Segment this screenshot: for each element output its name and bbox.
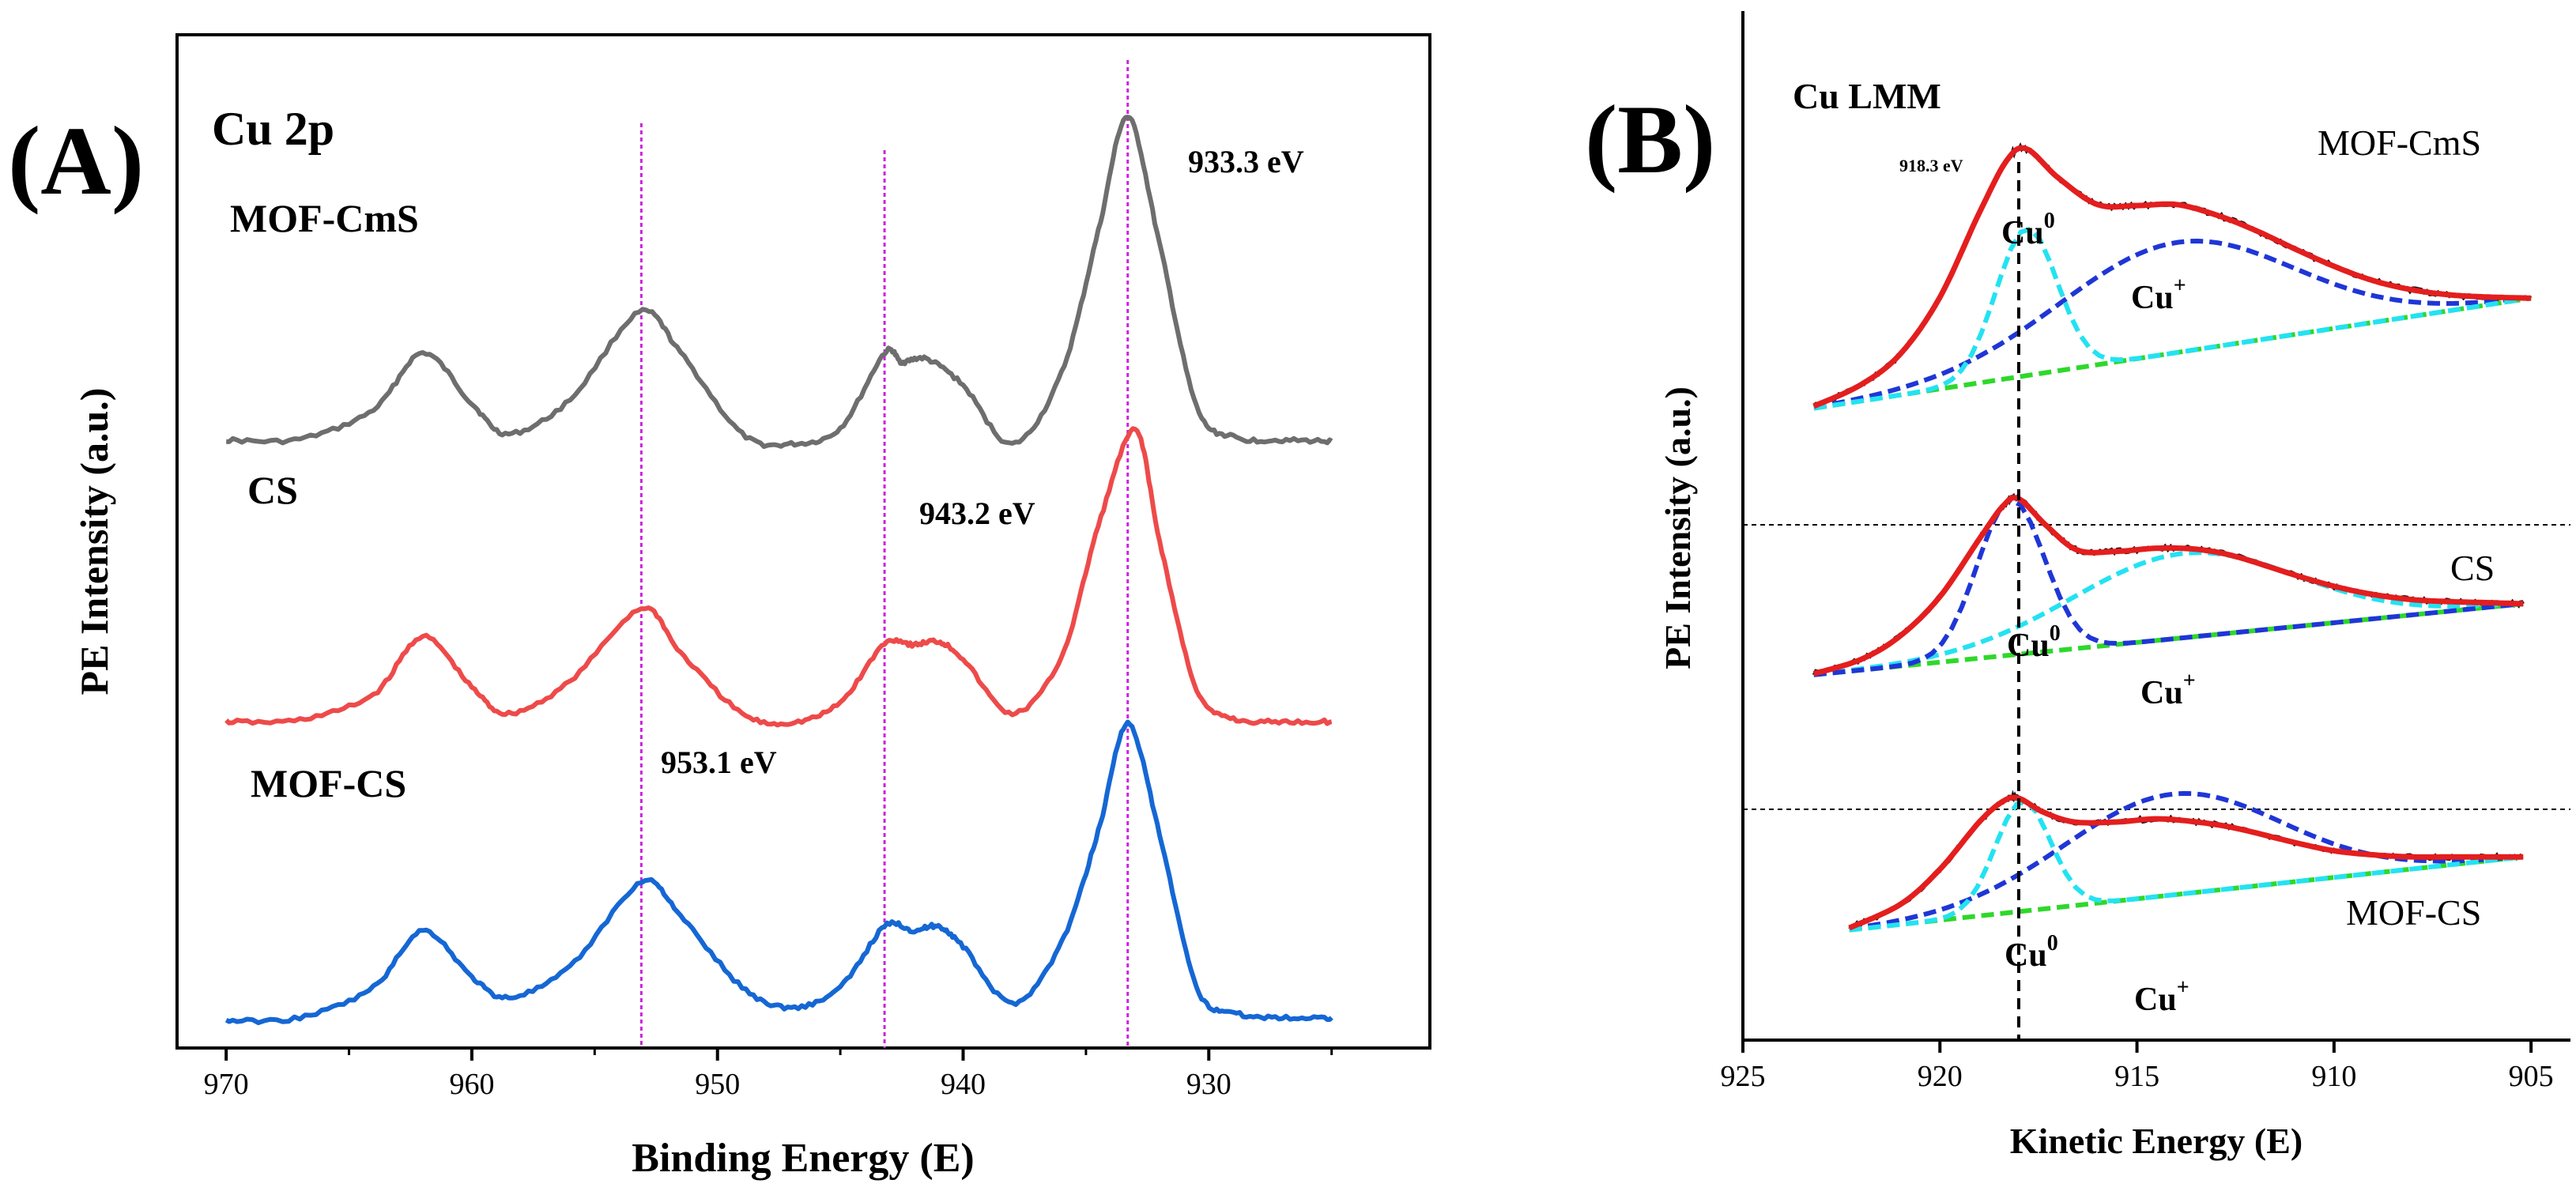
fit-envelope-0 <box>1812 145 2532 409</box>
panel-b-x-label: Kinetic Energy (E) <box>2010 1121 2303 1161</box>
cuplus-component-0 <box>1813 238 2524 410</box>
series-mof-cs <box>224 719 1333 1026</box>
panel-label-a: (A) <box>8 107 144 215</box>
x-tick-label-960: 960 <box>449 1068 494 1101</box>
series-mof-cms <box>226 115 1333 449</box>
cu0-component-1 <box>1813 496 2524 677</box>
panel-a-title: Cu 2p <box>212 103 334 155</box>
panel-b: 925 920 915 910 905 Cu LMM 918.3 eV MOF-CmS … <box>1658 11 2570 1161</box>
sub1-cu0-label: Cu0 <box>2001 209 2055 251</box>
ref-label-943: 943.2 eV <box>919 496 1035 531</box>
panel-b-curves <box>1812 142 2533 1040</box>
x-tick-label-970: 970 <box>204 1068 249 1101</box>
x-tick-label-925: 925 <box>1721 1060 1766 1093</box>
sub3-cu0-label: Cu0 <box>2005 931 2058 974</box>
raw-data-1 <box>1812 492 2525 676</box>
sub-label-mof-cms: MOF-CmS <box>2318 123 2481 163</box>
background-line-1 <box>1813 601 2524 677</box>
ref-label-918: 918.3 eV <box>1899 156 1963 175</box>
panel-a-x-axis: 970 960 950 940 930 <box>204 1048 1333 1101</box>
panel-label-b: (B) <box>1585 85 1715 194</box>
sub1-cuplus-label: Cu+ <box>2131 273 2186 316</box>
ref-label-933: 933.3 eV <box>1188 144 1304 179</box>
x-tick-label-940: 940 <box>941 1068 986 1101</box>
panel-a-reference-lines <box>639 60 1130 1048</box>
cu0-component-2 <box>1849 799 2520 933</box>
sub2-cu0-label: Cu0 <box>2007 621 2061 664</box>
panel-a-x-label: Binding Energy (E) <box>632 1136 974 1181</box>
panel-a-frame <box>175 33 1431 1050</box>
panel-a-y-label: PE Intensity (a.u.) <box>72 388 116 696</box>
cuplus-component-1 <box>1813 550 2524 677</box>
sub2-cuplus-label: Cu+ <box>2140 669 2196 711</box>
x-tick-label-915: 915 <box>2114 1060 2159 1093</box>
curve-label-cs: CS <box>247 468 298 512</box>
x-tick-label-910: 910 <box>2311 1060 2356 1093</box>
curve-label-mof-cms: MOF-CmS <box>230 196 419 240</box>
panel-b-y-label: PE Intensity (a.u.) <box>1658 386 1698 669</box>
fit-envelope-1 <box>1812 495 2524 677</box>
sub-label-cs: CS <box>2450 548 2495 588</box>
x-tick-label-930: 930 <box>1186 1068 1231 1101</box>
series-cs <box>224 426 1333 728</box>
cu0-component-0 <box>1813 226 2524 411</box>
x-tick-label-920: 920 <box>1918 1060 1963 1093</box>
cuplus-component-2 <box>1849 790 2520 932</box>
panel-a-series <box>224 115 1333 1026</box>
curve-label-mof-cs: MOF-CS <box>251 761 406 805</box>
sub3-cuplus-label: Cu+ <box>2134 975 2189 1018</box>
fit-envelope-2 <box>1848 794 2524 931</box>
panel-b-x-axis: 925 920 915 910 905 <box>1721 1040 2554 1093</box>
sub-label-mof-cs: MOF-CS <box>2346 892 2481 933</box>
raw-data-0 <box>1812 142 2533 409</box>
ref-label-953: 953.1 eV <box>661 745 777 780</box>
x-tick-label-905: 905 <box>2509 1060 2554 1093</box>
panel-b-title: Cu LMM <box>1793 76 1941 116</box>
panel-a: 970 960 950 940 930 Cu 2p MOF-CmS CS MOF-CS … <box>72 33 1431 1181</box>
x-tick-label-950: 950 <box>695 1068 740 1101</box>
